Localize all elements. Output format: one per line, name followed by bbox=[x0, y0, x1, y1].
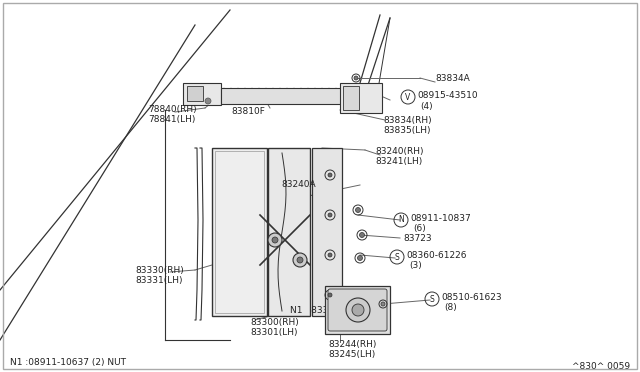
Text: N1 :08911-10637 (2) NUT: N1 :08911-10637 (2) NUT bbox=[10, 358, 126, 367]
Text: 83245(LH): 83245(LH) bbox=[328, 350, 375, 359]
Bar bbox=[312, 148, 342, 316]
Bar bbox=[343, 86, 359, 110]
Circle shape bbox=[352, 304, 364, 316]
Bar bbox=[221, 88, 341, 104]
Bar bbox=[325, 286, 390, 334]
Text: 08915-43510: 08915-43510 bbox=[417, 91, 477, 100]
Circle shape bbox=[360, 232, 365, 237]
Text: 83834(RH): 83834(RH) bbox=[383, 116, 431, 125]
Text: N1   83359P: N1 83359P bbox=[290, 306, 345, 315]
Bar bbox=[212, 148, 267, 316]
Text: 08911-10837: 08911-10837 bbox=[410, 214, 471, 223]
Text: 83244(RH): 83244(RH) bbox=[328, 340, 376, 349]
Circle shape bbox=[297, 257, 303, 263]
Text: 83240(RH): 83240(RH) bbox=[375, 147, 424, 156]
Text: (3): (3) bbox=[409, 261, 422, 270]
Bar bbox=[340, 83, 382, 113]
Text: 08360-61226: 08360-61226 bbox=[406, 251, 467, 260]
Circle shape bbox=[268, 233, 282, 247]
Text: 83835(LH): 83835(LH) bbox=[383, 126, 431, 135]
Bar bbox=[215, 151, 264, 313]
Text: 83300(RH): 83300(RH) bbox=[250, 318, 299, 327]
Text: N: N bbox=[398, 215, 404, 224]
Text: V: V bbox=[405, 93, 411, 102]
Circle shape bbox=[328, 213, 332, 217]
Text: 83240A: 83240A bbox=[281, 180, 316, 189]
Text: 83723: 83723 bbox=[403, 234, 431, 243]
Bar bbox=[268, 148, 310, 316]
Text: (4): (4) bbox=[420, 102, 433, 111]
Circle shape bbox=[358, 256, 362, 260]
Circle shape bbox=[328, 293, 332, 297]
Text: 83301(LH): 83301(LH) bbox=[250, 328, 298, 337]
Circle shape bbox=[272, 237, 278, 243]
Text: 83330(RH): 83330(RH) bbox=[135, 266, 184, 275]
Bar bbox=[183, 83, 221, 105]
Text: (6): (6) bbox=[413, 224, 426, 233]
Text: (8): (8) bbox=[444, 303, 457, 312]
Text: 78840(RH): 78840(RH) bbox=[148, 105, 196, 114]
Text: 83241(LH): 83241(LH) bbox=[375, 157, 422, 166]
Circle shape bbox=[293, 253, 307, 267]
Circle shape bbox=[205, 98, 211, 104]
Circle shape bbox=[355, 208, 360, 212]
Text: ^830^ 0059: ^830^ 0059 bbox=[572, 362, 630, 371]
Circle shape bbox=[328, 253, 332, 257]
Text: 83810F: 83810F bbox=[231, 107, 265, 116]
FancyBboxPatch shape bbox=[328, 289, 387, 331]
Text: 83331(LH): 83331(LH) bbox=[135, 276, 182, 285]
Circle shape bbox=[381, 302, 385, 306]
Circle shape bbox=[354, 76, 358, 80]
Text: S: S bbox=[395, 253, 399, 262]
Text: S: S bbox=[429, 295, 435, 304]
Circle shape bbox=[328, 173, 332, 177]
Text: 08510-61623: 08510-61623 bbox=[441, 293, 502, 302]
Bar bbox=[187, 86, 203, 101]
Circle shape bbox=[346, 298, 370, 322]
Text: 78841(LH): 78841(LH) bbox=[148, 115, 195, 124]
Text: 83834A: 83834A bbox=[435, 74, 470, 83]
